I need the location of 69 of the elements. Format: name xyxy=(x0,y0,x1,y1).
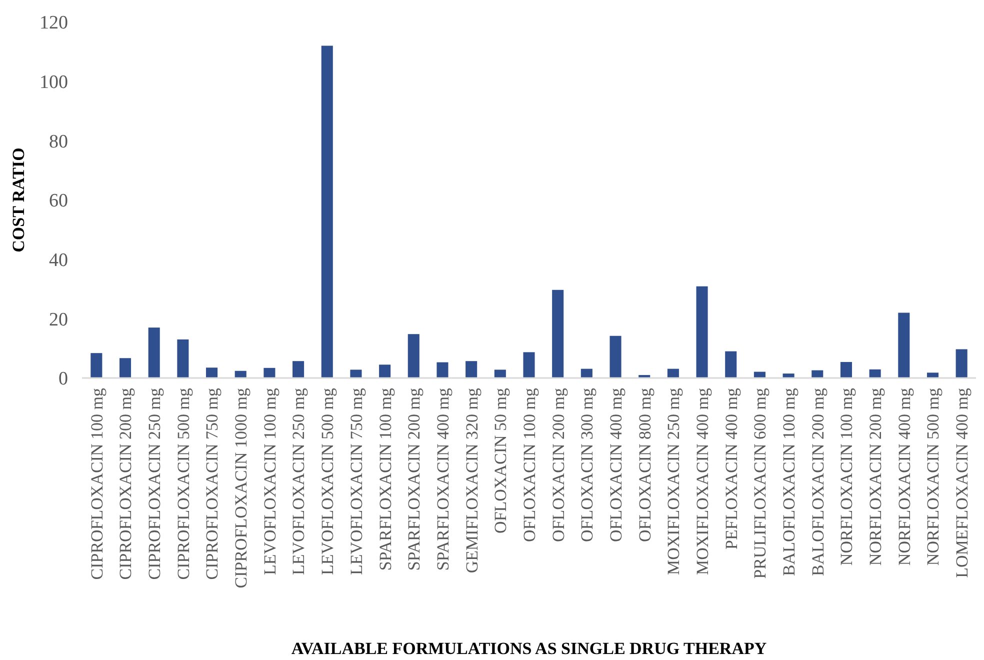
bar xyxy=(466,361,478,378)
bar xyxy=(350,370,362,378)
x-tick-label: SPARFLOXACIN 200 mg xyxy=(404,388,424,571)
bar xyxy=(206,368,218,378)
bar xyxy=(956,349,968,378)
x-tick-label: MOXIFLOXACIN 250 mg xyxy=(664,388,684,575)
bar xyxy=(321,46,333,378)
x-tick-label: CIPROFLOXACIN 750 mg xyxy=(202,388,222,580)
x-tick-label: GEMIFLOXACIN 320 mg xyxy=(462,388,482,574)
x-tick-label: CIPROFLOXACIN 100 mg xyxy=(87,388,106,580)
x-tick-label: CIPROFLOXACIN 200 mg xyxy=(116,388,136,580)
bar xyxy=(379,364,391,378)
bar xyxy=(177,339,189,378)
x-tick-label: BALOFLOXACIN 100 mg xyxy=(780,388,798,576)
y-tick-label: 100 xyxy=(40,72,68,93)
x-tick-label: LOMEFLOXACIN 400 mg xyxy=(952,388,972,578)
bar xyxy=(523,352,535,378)
bar xyxy=(667,368,679,378)
x-tick-label: CIPROFLOXACIN 500 mg xyxy=(174,388,193,580)
x-tick-label: BALOFLOXACIN 200 mg xyxy=(808,388,828,576)
bar xyxy=(610,336,622,378)
bar xyxy=(552,290,564,378)
bar xyxy=(926,372,939,378)
x-tick-label: SPARFLOXACIN 400 mg xyxy=(433,388,452,571)
y-axis-title: COST RATIO xyxy=(9,148,28,252)
x-tick-label: OFLOXACIN 400 mg xyxy=(606,388,626,542)
bar xyxy=(119,358,132,378)
y-tick-label: 80 xyxy=(49,131,68,152)
bar xyxy=(725,351,737,378)
bar xyxy=(812,370,824,378)
bar xyxy=(292,361,304,378)
bar xyxy=(782,374,794,378)
y-tick-label: 0 xyxy=(58,368,68,390)
x-tick-label: LEVOFLOXACIN 100 mg xyxy=(260,388,280,575)
bar xyxy=(148,328,160,378)
x-tick-label: OFLOXACIN 300 mg xyxy=(578,388,597,542)
y-tick-label: 60 xyxy=(49,190,68,212)
bar xyxy=(580,368,592,378)
x-tick-label: CIPROFLOXACIN 1000 mg xyxy=(232,388,251,588)
x-tick-label: OFLOXACIN 100 mg xyxy=(520,388,539,542)
bar xyxy=(494,370,506,378)
x-tick-label: NORFLOXACIN 100 mg xyxy=(837,388,856,566)
bar xyxy=(234,370,246,378)
bar xyxy=(869,369,881,378)
x-tick-label: SPARFLOXACIN 100 mg xyxy=(376,388,395,571)
x-tick-label: CIPROFLOXACIN 250 mg xyxy=(145,388,164,580)
bar xyxy=(264,368,276,378)
bar xyxy=(408,334,420,378)
x-tick-label: NORFLOXACIN 200 mg xyxy=(866,388,886,566)
x-tick-label: PRULIFLOXACIN 600 mg xyxy=(750,388,770,579)
bar xyxy=(436,362,448,378)
x-axis-title: AVAILABLE FORMULATIONS AS SINGLE DRUG THERAPY xyxy=(291,639,767,658)
y-tick-label: 120 xyxy=(40,12,68,34)
bar xyxy=(840,362,852,378)
y-tick-label: 40 xyxy=(49,250,68,271)
bar xyxy=(90,353,102,378)
x-tick-label: OFLOXACIN 50 mg xyxy=(491,388,510,534)
x-tick-label: NORFLOXACIN 500 mg xyxy=(924,388,943,566)
bar xyxy=(898,312,910,378)
bar xyxy=(696,286,708,378)
y-tick-label: 20 xyxy=(49,309,68,330)
x-tick-label: OFLOXACIN 800 mg xyxy=(635,388,654,542)
x-tick-label: PEFLOXACIN 400 mg xyxy=(722,388,741,550)
x-tick-label: LEVOFLOXACIN 500 mg xyxy=(318,388,338,575)
x-tick-label: NORFLOXACIN 400 mg xyxy=(894,388,914,566)
x-tick-label: LEVOFLOXACIN 250 mg xyxy=(289,388,308,575)
x-tick-label: LEVOFLOXACIN 750 mg xyxy=(346,388,366,575)
x-tick-label: MOXIFLOXACIN 400 mg xyxy=(692,388,712,575)
x-tick-label: OFLOXACIN 200 mg xyxy=(548,388,568,542)
